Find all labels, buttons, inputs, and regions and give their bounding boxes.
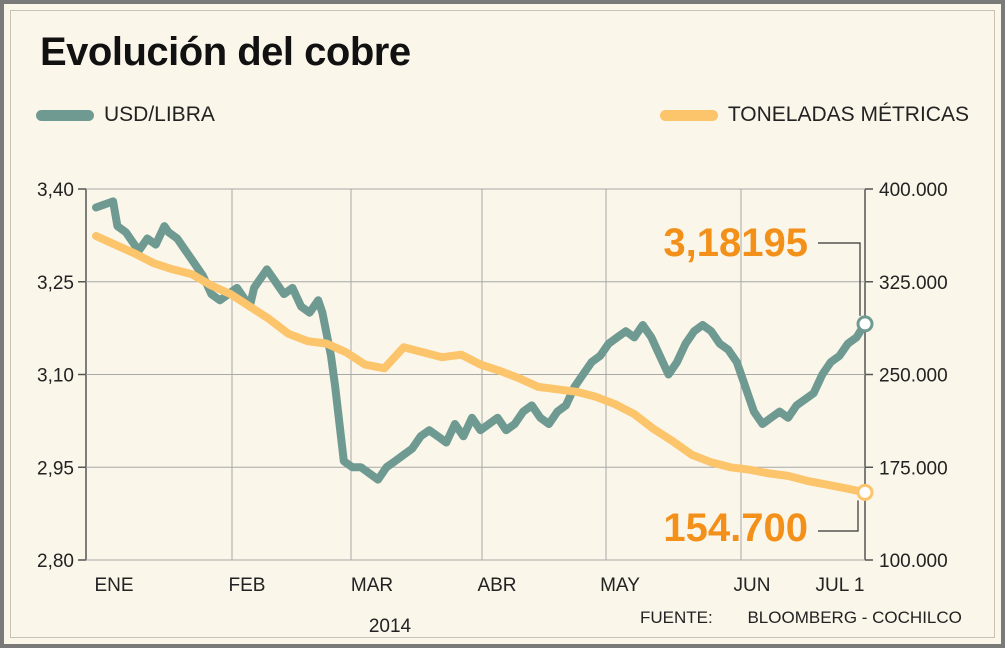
left-tick-label: 3,40 [37,180,74,201]
right-tick-label: 325.000 [879,273,948,294]
ton-end-marker [856,483,874,501]
ton-callout-leader [818,500,859,532]
left-tick-label: 3,10 [37,366,74,387]
x-tick-label: ABR [477,575,516,596]
chart-title: Evolución del cobre [40,30,411,74]
source-label: FUENTE: [640,608,713,627]
legend-label-usd: USD/LIBRA [104,103,215,126]
right-tick-label: 175.000 [879,458,948,479]
legend-label-ton: TONELADAS MÉTRICAS [727,103,969,126]
right-tick-label: 250.000 [879,366,948,387]
x-tick-label: JUL 1 [816,575,865,596]
x-tick-label: FEB [229,575,266,596]
ton-series-line [92,232,869,497]
inner-border [10,10,995,638]
right-tick-label: 400.000 [879,180,948,201]
left-tick-label: 2,95 [37,458,74,479]
usd-callout-leader [818,242,861,316]
ton-callout-value: 154.700 [663,506,808,550]
right-tick-label: 100.000 [879,551,948,572]
x-tick-label: MAR [351,575,393,596]
x-tick-label: MAY [600,575,640,596]
legend-usd: USD/LIBRA [36,103,215,127]
left-tick-label: 3,25 [37,273,74,294]
source-note: FUENTE: BLOOMBERG - COCHILCO [640,608,992,628]
legend-swatch-usd [36,109,94,121]
left-tick-label: 2,80 [37,551,74,572]
year-label: 2014 [369,616,412,637]
legend-swatch-ton [659,109,718,121]
x-tick-label: ENE [94,575,133,596]
usd-callout-value: 3,18195 [663,221,808,265]
legend-ton: TONELADAS MÉTRICAS [659,103,969,127]
source-text: BLOOMBERG - COCHILCO [747,608,962,627]
x-tick-label: JUN [734,575,771,596]
usd-end-marker [856,315,874,333]
